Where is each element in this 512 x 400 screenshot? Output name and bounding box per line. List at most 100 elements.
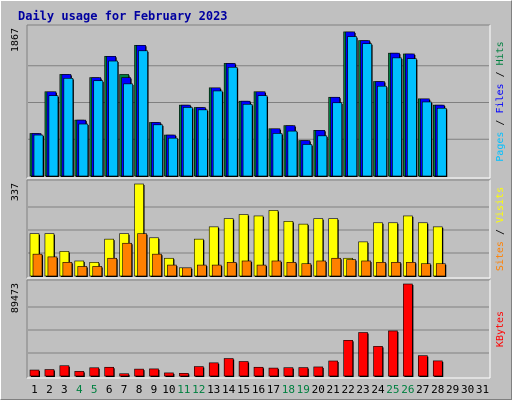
day-label-6: 6 [106,383,113,396]
bar-kbytes-day-7 [119,373,129,377]
bar-sites-day-13 [211,264,222,277]
bar-pages-day-21 [332,102,343,177]
bar-pages-day-27 [422,101,432,177]
bar-sites-day-6 [107,257,117,277]
day-label-26: 26 [401,383,414,396]
bar-kbytes-day-16 [253,366,264,377]
bar-kbytes-day-19 [298,367,309,377]
day-label-31: 31 [476,383,489,396]
bar-kbytes-day-27 [418,355,428,377]
day-label-14: 14 [222,383,236,396]
panel-kbytes-max-label: 89473 [10,283,21,313]
bar-kbytes-day-13 [208,362,219,377]
bar-sites-day-1 [32,253,43,277]
panel-kbytes-legend: KBytes [495,311,506,347]
bar-kbytes-day-23 [358,332,368,377]
day-label-19: 19 [297,383,310,396]
bar-kbytes-day-26 [403,283,413,377]
bar-pages-day-24 [377,85,387,177]
day-label-29: 29 [446,383,459,396]
bar-pages-day-12 [197,109,208,177]
bar-pages-day-3 [63,78,74,177]
bar-sites-day-9 [152,253,162,277]
bar-kbytes-day-1 [29,369,40,377]
bar-sites-day-3 [62,262,73,277]
panel-hits-files-pages-max-label: 1867 [10,28,21,52]
day-label-10: 10 [162,383,175,396]
panel-visits-sites-legend-part: Visits [495,187,506,223]
day-label-28: 28 [431,383,444,396]
panel-kbytes-legend-part: KBytes [495,311,506,347]
day-label-7: 7 [121,383,128,396]
panel-hits-files-pages-legend-part: / [495,65,506,83]
bar-kbytes-day-2 [44,369,55,377]
day-label-5: 5 [91,383,98,396]
bar-sites-day-26 [406,262,416,277]
bar-sites-day-7 [122,242,132,277]
bar-pages-day-17 [272,133,283,177]
bar-pages-day-26 [407,58,417,177]
panel-hits-files-pages-legend-part: / [495,114,506,132]
panel-hits-files-pages-legend: Pages / Files / Hits [495,41,506,161]
bar-kbytes-day-8 [134,368,144,377]
bar-pages-day-28 [436,107,447,177]
day-label-18: 18 [282,383,295,396]
panel-hits-files-pages-legend-part: Hits [495,41,506,65]
bar-kbytes-day-28 [432,360,443,377]
bar-kbytes-day-12 [193,366,204,377]
day-label-20: 20 [312,383,325,396]
day-label-11: 11 [177,383,190,396]
bar-kbytes-day-14 [223,358,234,377]
bar-pages-day-20 [317,135,328,177]
bar-sites-day-10 [167,264,177,277]
day-label-16: 16 [252,383,265,396]
bar-kbytes-day-21 [328,360,339,377]
bar-pages-day-9 [153,124,163,177]
bar-pages-day-1 [33,134,44,177]
bar-pages-day-6 [108,60,118,177]
bar-pages-day-25 [392,57,402,177]
day-label-8: 8 [136,383,143,396]
day-label-24: 24 [371,383,385,396]
day-label-15: 15 [237,383,250,396]
panel-visits-sites-max-label: 337 [10,183,21,201]
bar-kbytes-day-17 [268,367,279,377]
bar-pages-day-10 [168,137,178,177]
day-label-1: 1 [31,383,38,396]
bar-pages-day-16 [257,95,268,177]
bar-pages-day-8 [138,50,148,177]
bar-kbytes-day-18 [283,367,294,377]
bar-sites-day-24 [376,262,386,277]
bar-sites-day-12 [196,264,207,277]
bar-pages-day-23 [362,43,372,177]
bar-pages-day-4 [78,123,89,177]
bar-kbytes-day-5 [89,367,100,377]
panel-visits-sites-legend-part: / [495,223,506,241]
bar-sites-day-18 [286,262,297,277]
bar-pages-day-5 [93,80,104,177]
bar-pages-day-14 [227,67,238,177]
day-label-2: 2 [46,383,53,396]
bar-sites-day-23 [361,260,371,277]
day-label-22: 22 [341,383,354,396]
bar-pages-day-11 [183,107,193,177]
chart-title: Daily usage for February 2023 [18,9,228,23]
day-label-30: 30 [461,383,474,396]
bar-kbytes-day-25 [388,330,398,377]
bar-pages-day-13 [212,90,223,177]
bar-sites-day-14 [226,262,237,277]
bar-kbytes-day-24 [373,346,383,377]
bar-kbytes-day-20 [313,366,324,377]
bar-pages-day-15 [242,104,253,177]
bar-sites-day-5 [92,266,103,277]
panel-visits-sites-legend-part: Sites [495,241,506,271]
day-label-27: 27 [416,383,429,396]
day-label-12: 12 [192,383,205,396]
bar-sites-day-27 [421,263,431,277]
bar-kbytes-day-3 [59,365,70,377]
bar-sites-day-22 [346,259,356,277]
day-label-25: 25 [386,383,399,396]
day-label-23: 23 [356,383,369,396]
bar-sites-day-21 [331,257,342,277]
